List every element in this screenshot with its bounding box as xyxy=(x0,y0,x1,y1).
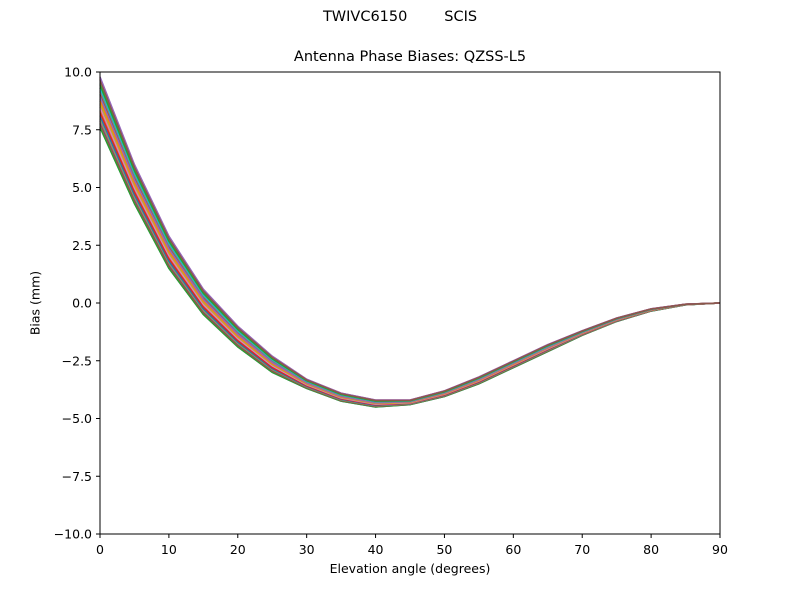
x-tick-label: 20 xyxy=(230,542,246,557)
series-line xyxy=(99,114,721,406)
series-line xyxy=(99,123,721,408)
series-line xyxy=(99,78,721,402)
series-line xyxy=(99,116,721,407)
series-line xyxy=(99,110,721,406)
x-tick-label: 60 xyxy=(505,542,521,557)
series-line xyxy=(99,84,721,402)
series-line xyxy=(99,100,721,405)
plot-frame xyxy=(99,71,721,535)
series-line xyxy=(99,127,721,408)
x-tick-label: 50 xyxy=(436,542,452,557)
series-line xyxy=(99,103,721,405)
series-line xyxy=(99,117,721,407)
series-line xyxy=(99,77,721,401)
station-name: TWIVC6150 xyxy=(322,9,408,25)
series-line xyxy=(99,93,721,404)
x-axis-label: Elevation angle (degrees) xyxy=(329,561,491,576)
x-tick-label: 80 xyxy=(643,542,659,557)
x-tick-label: 30 xyxy=(299,542,315,557)
x-tick-label: 40 xyxy=(368,542,384,557)
x-tick-label: 10 xyxy=(161,542,177,557)
series-line xyxy=(99,76,721,401)
y-tick-label: 0.0 xyxy=(72,296,92,311)
series-line xyxy=(99,91,721,403)
radome-name: SCIS xyxy=(444,9,478,25)
series-line xyxy=(99,120,721,407)
x-tick-label: 70 xyxy=(574,542,590,557)
series-line xyxy=(99,84,721,402)
x-tick-label: 0 xyxy=(96,542,104,557)
y-tick-label: −10.0 xyxy=(54,527,92,542)
figure-suptitle: TWIVC6150 SCIS xyxy=(0,9,800,25)
series-line xyxy=(99,122,721,408)
series-line xyxy=(99,112,721,406)
series-line xyxy=(99,94,721,404)
y-tick-label: 5.0 xyxy=(72,180,92,195)
y-tick-label: −7.5 xyxy=(62,469,92,484)
series-line xyxy=(99,90,721,403)
axis-ticks: 0 10 20 30 40 50 60 70 80 90 −10.0 −7.5 −5.0 −2.5 0.0 2… xyxy=(54,65,728,558)
series-lines xyxy=(99,76,721,408)
series-line xyxy=(99,100,721,405)
y-tick-label: −5.0 xyxy=(62,411,92,426)
series-line xyxy=(99,127,721,408)
y-tick-label: 7.5 xyxy=(72,122,92,137)
series-line xyxy=(99,105,721,405)
series-line xyxy=(99,82,721,402)
series-line xyxy=(99,98,721,404)
y-tick-label: −2.5 xyxy=(62,353,92,368)
y-tick-label: 2.5 xyxy=(72,238,92,253)
series-line xyxy=(99,107,721,405)
series-line xyxy=(99,107,721,405)
series-line xyxy=(99,96,721,404)
series-line xyxy=(99,118,721,407)
series-line xyxy=(99,89,721,403)
chart-title: Antenna Phase Biases: QZSS-L5 xyxy=(293,49,527,65)
series-line xyxy=(99,103,721,405)
series-line xyxy=(99,87,721,403)
series-line xyxy=(99,120,721,407)
x-tick-label: 90 xyxy=(712,542,728,557)
series-line xyxy=(99,110,721,406)
series-line xyxy=(99,87,721,403)
y-tick-label: 10.0 xyxy=(64,65,92,80)
series-line xyxy=(99,80,721,402)
